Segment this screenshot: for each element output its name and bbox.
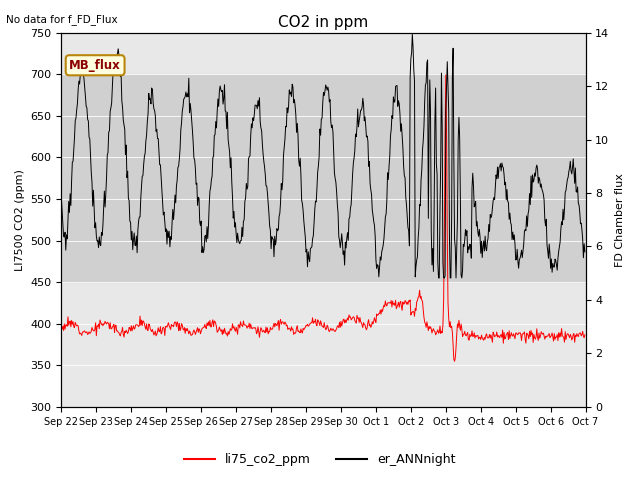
Y-axis label: FD Chamber flux: FD Chamber flux (615, 173, 625, 267)
Bar (61, 74, 586, 282)
Text: No data for f_FD_Flux: No data for f_FD_Flux (6, 14, 118, 25)
Title: CO2 in ppm: CO2 in ppm (278, 15, 369, 30)
Text: MB_flux: MB_flux (69, 59, 121, 72)
Legend: li75_co2_ppm, er_ANNnight: li75_co2_ppm, er_ANNnight (179, 448, 461, 471)
Y-axis label: LI7500 CO2 (ppm): LI7500 CO2 (ppm) (15, 169, 25, 271)
